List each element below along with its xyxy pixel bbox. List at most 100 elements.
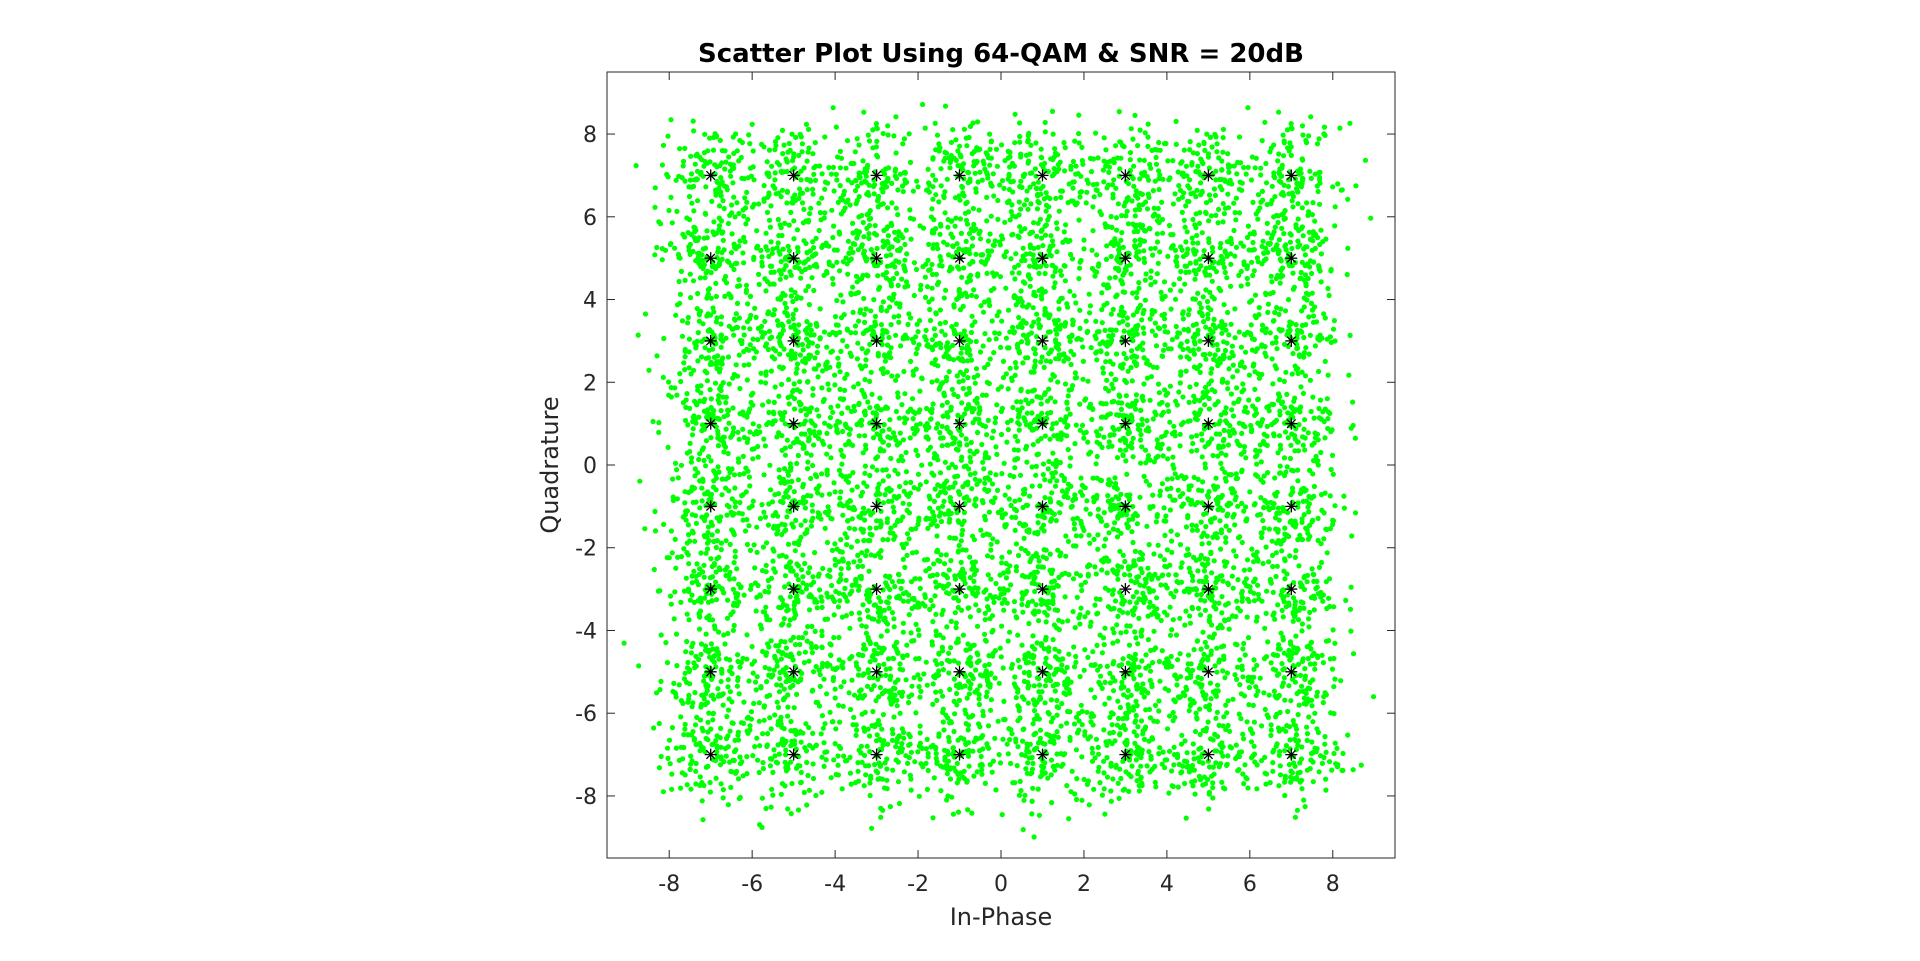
- received-point: [849, 588, 855, 594]
- received-point: [940, 719, 946, 725]
- received-point: [804, 759, 810, 766]
- received-point: [691, 413, 697, 419]
- received-point: [982, 475, 988, 481]
- received-point: [691, 660, 697, 666]
- received-point: [982, 423, 989, 430]
- received-point: [774, 531, 780, 537]
- received-point: [844, 343, 850, 349]
- received-point: [1016, 314, 1022, 321]
- received-point: [878, 633, 884, 639]
- received-point: [915, 471, 922, 477]
- received-point: [814, 349, 820, 356]
- received-point: [992, 735, 998, 742]
- received-point: [701, 457, 707, 464]
- received-point: [652, 528, 659, 534]
- received-point: [1047, 478, 1053, 484]
- received-point: [840, 665, 846, 671]
- received-point: [860, 563, 866, 569]
- received-point: [718, 781, 724, 787]
- received-point: [858, 417, 864, 423]
- received-point: [979, 441, 985, 448]
- received-point: [975, 147, 982, 153]
- received-point: [1064, 301, 1070, 307]
- received-point: [986, 607, 992, 613]
- received-point: [914, 178, 920, 184]
- received-point: [814, 407, 820, 413]
- received-point: [788, 465, 794, 471]
- received-point: [855, 381, 861, 387]
- received-point: [1048, 697, 1054, 703]
- received-point: [867, 792, 873, 799]
- received-point: [782, 421, 788, 427]
- received-point: [842, 585, 848, 592]
- received-point: [735, 737, 742, 743]
- received-point: [733, 770, 739, 776]
- received-point: [910, 188, 917, 194]
- received-point: [811, 263, 817, 269]
- received-point: [889, 373, 895, 379]
- received-point: [786, 222, 792, 228]
- received-point: [1013, 614, 1019, 620]
- received-point: [1047, 497, 1053, 503]
- received-point: [724, 512, 730, 518]
- received-point: [774, 434, 780, 440]
- received-point: [859, 711, 865, 717]
- received-point: [810, 392, 816, 398]
- received-point: [989, 318, 995, 324]
- received-point: [913, 710, 919, 716]
- received-point: [984, 596, 990, 602]
- received-point: [967, 646, 973, 652]
- received-point: [951, 357, 957, 363]
- received-point: [947, 720, 953, 726]
- received-point: [878, 322, 885, 328]
- received-point: [942, 561, 948, 567]
- received-point: [836, 657, 842, 663]
- received-point: [1068, 361, 1074, 368]
- received-point: [692, 690, 698, 696]
- received-point: [908, 749, 915, 755]
- received-point: [716, 565, 722, 571]
- received-point: [685, 320, 691, 326]
- received-point: [733, 747, 739, 753]
- received-point: [896, 415, 903, 421]
- received-point: [937, 231, 943, 237]
- received-point: [891, 685, 897, 691]
- received-point: [652, 204, 658, 210]
- received-point: [788, 287, 794, 293]
- received-point: [953, 620, 959, 626]
- received-point: [698, 550, 704, 556]
- received-point: [836, 579, 842, 585]
- received-point: [1058, 723, 1064, 729]
- received-point: [939, 443, 945, 449]
- received-point: [652, 252, 658, 258]
- received-point: [834, 259, 840, 265]
- received-point: [1071, 664, 1078, 670]
- received-point: [861, 725, 867, 731]
- received-point: [1025, 700, 1031, 706]
- received-point: [987, 470, 993, 476]
- received-point: [930, 603, 936, 609]
- received-point: [795, 245, 801, 251]
- received-point: [667, 593, 674, 599]
- received-point: [762, 276, 768, 282]
- received-point: [700, 478, 706, 484]
- received-point: [1015, 744, 1021, 750]
- received-point: [785, 704, 791, 710]
- received-point: [1031, 732, 1037, 738]
- received-point: [971, 287, 977, 293]
- received-point: [790, 316, 796, 322]
- received-point: [848, 610, 855, 617]
- received-point: [918, 688, 924, 695]
- received-point: [718, 332, 725, 338]
- received-point: [710, 346, 716, 352]
- received-point: [946, 591, 952, 597]
- received-point: [1013, 541, 1020, 547]
- received-point: [835, 753, 841, 759]
- received-point: [791, 738, 798, 744]
- received-point: [800, 481, 807, 487]
- received-point: [1021, 726, 1027, 732]
- received-point: [784, 168, 790, 175]
- received-point: [885, 132, 891, 138]
- received-point: [1065, 393, 1071, 399]
- received-point: [963, 217, 970, 223]
